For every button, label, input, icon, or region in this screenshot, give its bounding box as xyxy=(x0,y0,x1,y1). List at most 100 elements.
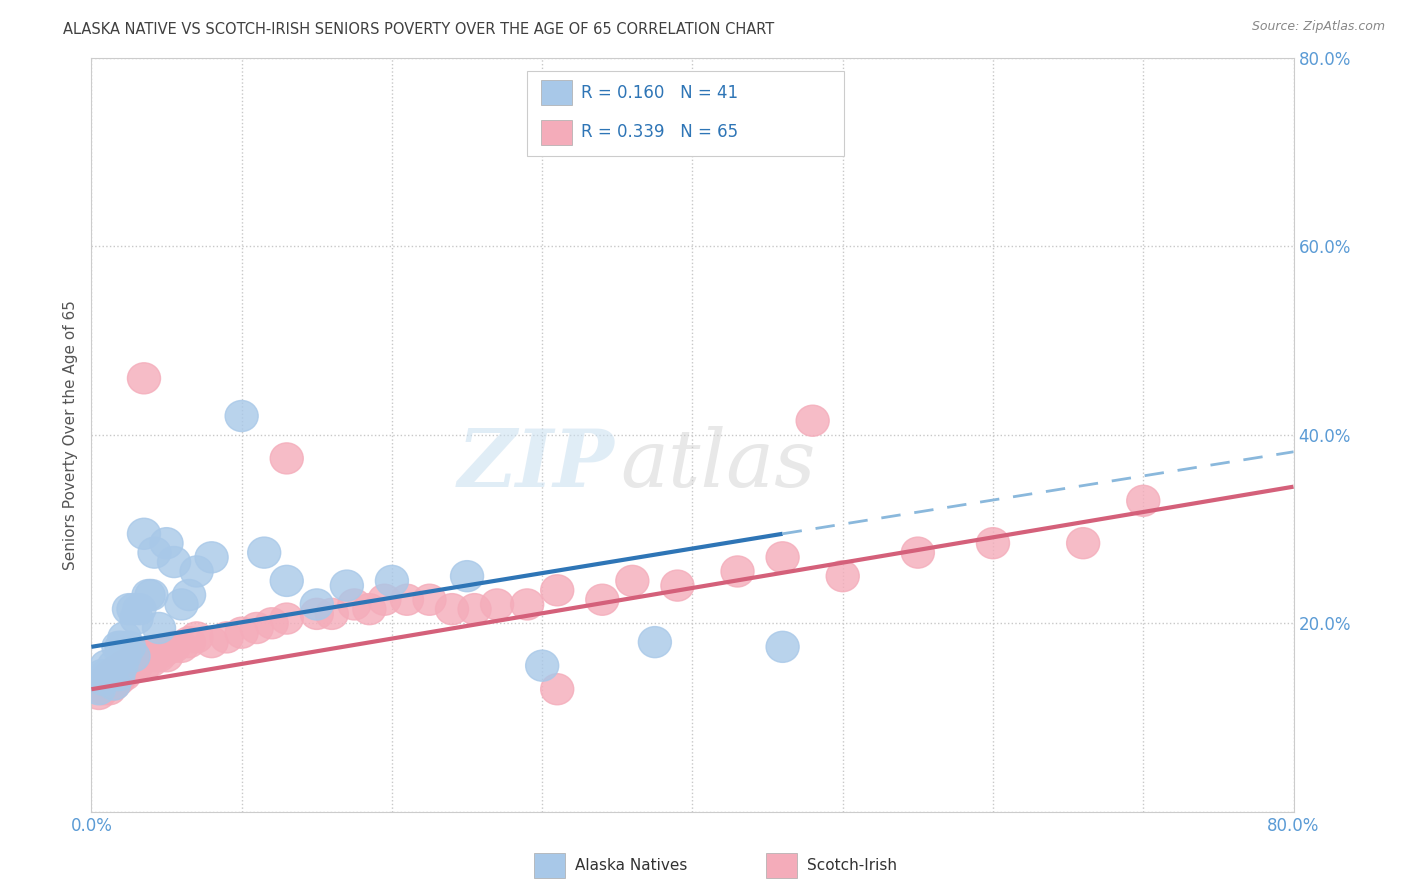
Ellipse shape xyxy=(97,669,131,700)
Ellipse shape xyxy=(101,632,135,663)
Ellipse shape xyxy=(330,570,363,601)
Ellipse shape xyxy=(586,584,619,615)
Ellipse shape xyxy=(132,640,165,672)
Ellipse shape xyxy=(721,556,754,587)
Ellipse shape xyxy=(270,442,304,474)
Ellipse shape xyxy=(105,655,138,686)
Ellipse shape xyxy=(117,593,150,624)
Text: ZIP: ZIP xyxy=(457,426,614,504)
Ellipse shape xyxy=(83,673,115,705)
Text: Scotch-Irish: Scotch-Irish xyxy=(807,858,897,872)
Ellipse shape xyxy=(661,570,695,601)
Ellipse shape xyxy=(93,659,127,690)
Ellipse shape xyxy=(436,593,468,624)
Text: ALASKA NATIVE VS SCOTCH-IRISH SENIORS POVERTY OVER THE AGE OF 65 CORRELATION CHA: ALASKA NATIVE VS SCOTCH-IRISH SENIORS PO… xyxy=(63,22,775,37)
Ellipse shape xyxy=(142,640,176,672)
Ellipse shape xyxy=(135,646,169,676)
Ellipse shape xyxy=(375,566,409,597)
Ellipse shape xyxy=(111,655,143,686)
Ellipse shape xyxy=(976,528,1010,558)
Ellipse shape xyxy=(766,541,799,573)
Ellipse shape xyxy=(450,561,484,591)
Ellipse shape xyxy=(391,584,423,615)
Ellipse shape xyxy=(122,593,156,624)
Ellipse shape xyxy=(458,593,491,624)
Ellipse shape xyxy=(122,646,156,676)
Text: atlas: atlas xyxy=(620,426,815,504)
Ellipse shape xyxy=(270,603,304,634)
Ellipse shape xyxy=(173,626,205,657)
Ellipse shape xyxy=(148,636,180,667)
Ellipse shape xyxy=(97,650,131,681)
Ellipse shape xyxy=(150,640,183,672)
Ellipse shape xyxy=(796,405,830,436)
Ellipse shape xyxy=(112,632,145,663)
Ellipse shape xyxy=(413,584,446,615)
Ellipse shape xyxy=(100,655,134,686)
Ellipse shape xyxy=(165,632,198,663)
Ellipse shape xyxy=(132,580,165,610)
Ellipse shape xyxy=(1067,528,1099,558)
Ellipse shape xyxy=(93,673,127,705)
Ellipse shape xyxy=(83,679,115,709)
Ellipse shape xyxy=(105,659,138,690)
Ellipse shape xyxy=(97,669,131,700)
Ellipse shape xyxy=(90,650,122,681)
Ellipse shape xyxy=(157,632,191,663)
Ellipse shape xyxy=(247,537,281,568)
Text: R = 0.339   N = 65: R = 0.339 N = 65 xyxy=(581,123,738,141)
Ellipse shape xyxy=(138,537,172,568)
Ellipse shape xyxy=(616,566,650,597)
Ellipse shape xyxy=(112,593,145,624)
Ellipse shape xyxy=(120,640,153,672)
Ellipse shape xyxy=(108,659,141,690)
Ellipse shape xyxy=(86,669,118,700)
Ellipse shape xyxy=(87,673,120,705)
Ellipse shape xyxy=(90,659,122,690)
Ellipse shape xyxy=(120,603,153,634)
Ellipse shape xyxy=(481,589,513,620)
Ellipse shape xyxy=(353,593,385,624)
Ellipse shape xyxy=(240,613,273,643)
Y-axis label: Seniors Poverty Over the Age of 65: Seniors Poverty Over the Age of 65 xyxy=(63,300,79,570)
Ellipse shape xyxy=(138,636,172,667)
Ellipse shape xyxy=(301,599,333,630)
Ellipse shape xyxy=(368,584,401,615)
Ellipse shape xyxy=(142,613,176,643)
Ellipse shape xyxy=(128,640,160,672)
Text: R = 0.160   N = 41: R = 0.160 N = 41 xyxy=(581,84,738,102)
Ellipse shape xyxy=(526,650,558,681)
Ellipse shape xyxy=(157,547,191,578)
Ellipse shape xyxy=(105,650,138,681)
Ellipse shape xyxy=(94,659,128,690)
Ellipse shape xyxy=(209,622,243,653)
Ellipse shape xyxy=(180,556,214,587)
Ellipse shape xyxy=(86,659,118,690)
Ellipse shape xyxy=(180,622,214,653)
Ellipse shape xyxy=(301,589,333,620)
Ellipse shape xyxy=(105,632,138,663)
Ellipse shape xyxy=(120,650,153,681)
Ellipse shape xyxy=(108,650,141,681)
Ellipse shape xyxy=(112,650,145,681)
Ellipse shape xyxy=(128,518,160,549)
Ellipse shape xyxy=(128,363,160,394)
Ellipse shape xyxy=(270,566,304,597)
Ellipse shape xyxy=(827,561,859,591)
Ellipse shape xyxy=(97,665,131,696)
Ellipse shape xyxy=(225,401,259,432)
Ellipse shape xyxy=(254,607,288,639)
Ellipse shape xyxy=(315,599,349,630)
Ellipse shape xyxy=(117,650,150,681)
Ellipse shape xyxy=(541,574,574,606)
Ellipse shape xyxy=(225,617,259,648)
Ellipse shape xyxy=(115,646,149,676)
Ellipse shape xyxy=(150,528,183,558)
Ellipse shape xyxy=(195,541,228,573)
Ellipse shape xyxy=(87,665,120,696)
Text: Alaska Natives: Alaska Natives xyxy=(575,858,688,872)
Ellipse shape xyxy=(165,589,198,620)
Ellipse shape xyxy=(128,650,160,681)
Ellipse shape xyxy=(101,659,135,690)
Ellipse shape xyxy=(90,665,122,696)
